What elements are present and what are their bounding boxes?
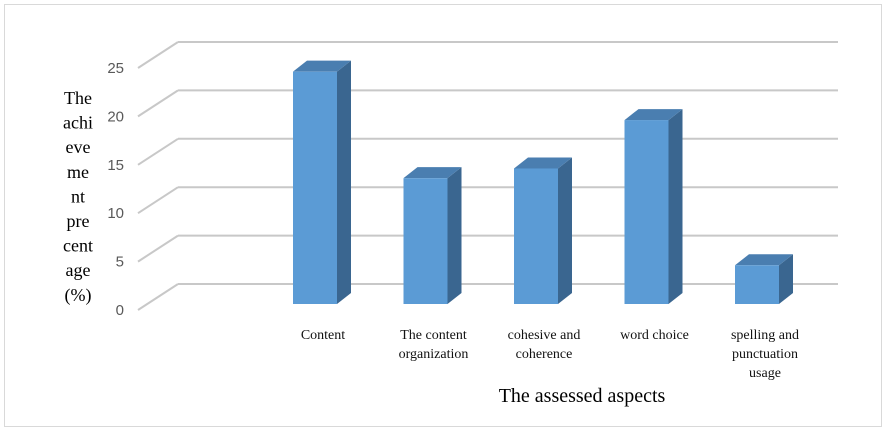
x-tick-label-line: The content (400, 328, 467, 343)
bar-top (735, 254, 793, 266)
x-tick-label-line: Content (301, 328, 345, 343)
bar (293, 60, 351, 305)
y-axis-title-line: nt (71, 186, 85, 206)
y-axis-title-line: cent (63, 236, 93, 256)
x-tick-labels: Content The content organization cohesive a… (301, 328, 799, 381)
gridline-diagonal (137, 234, 179, 263)
y-axis-title-line: age (66, 260, 91, 280)
x-tick-label-line: spelling and (731, 328, 799, 343)
x-tick-label-line: word choice (620, 328, 689, 343)
bar-top (514, 157, 572, 169)
bar-top (293, 60, 351, 72)
x-tick-label-line: coherence (516, 347, 573, 362)
x-tick-label: word choice (620, 328, 689, 343)
y-axis-title-line: The (64, 88, 92, 108)
bar-side (447, 167, 462, 304)
bar (514, 157, 572, 304)
x-tick-label-line: punctuation (732, 347, 798, 362)
bar-front (293, 71, 337, 305)
y-axis-title-line: eve (66, 137, 91, 157)
bar-front (624, 120, 669, 304)
bars (293, 60, 793, 305)
x-tick-label: The content organization (399, 328, 469, 362)
x-tick-label-line: organization (399, 347, 469, 362)
x-tick-label-line: usage (749, 366, 781, 381)
bar-top (403, 167, 462, 179)
x-tick-label: Content (301, 328, 345, 343)
y-tick-label: 0 (116, 302, 124, 319)
bar-side (558, 157, 572, 304)
x-tick-label: cohesive and coherence (508, 328, 581, 362)
bar-front (735, 265, 779, 304)
bar-top (624, 109, 683, 121)
bar-front (514, 168, 558, 304)
bar (735, 254, 793, 304)
y-tick-label: 5 (116, 254, 124, 271)
gridline-diagonal (137, 186, 179, 215)
bar-front (403, 178, 448, 304)
x-tick-label-line: cohesive and (508, 328, 581, 343)
y-axis-title-line: (%) (65, 285, 92, 306)
y-axis-title-line: pre (67, 211, 90, 231)
y-tick-label: 10 (107, 205, 124, 222)
y-tick-labels: 0 5 10 15 20 25 (107, 60, 124, 319)
y-tick-label: 25 (107, 60, 124, 77)
bar-side (668, 109, 683, 304)
y-axis-title: The achi eve me nt pre cent age (%) (63, 88, 93, 306)
gridline-diagonal (137, 41, 179, 69)
x-tick-label: spelling and punctuation usage (731, 328, 799, 381)
gridline-diagonal (137, 89, 179, 118)
x-axis-title: The assessed aspects (499, 385, 666, 407)
y-axis-title-line: me (67, 162, 89, 182)
gridline-diagonal (137, 283, 179, 311)
bar-side (779, 254, 793, 304)
bar-side (337, 60, 351, 305)
gridlines (137, 41, 838, 311)
y-tick-label: 20 (107, 108, 124, 125)
y-axis-title-line: achi (63, 113, 93, 133)
y-tick-label: 15 (107, 157, 124, 174)
bar (624, 109, 683, 304)
bar (403, 167, 462, 304)
gridline-diagonal (137, 137, 179, 166)
